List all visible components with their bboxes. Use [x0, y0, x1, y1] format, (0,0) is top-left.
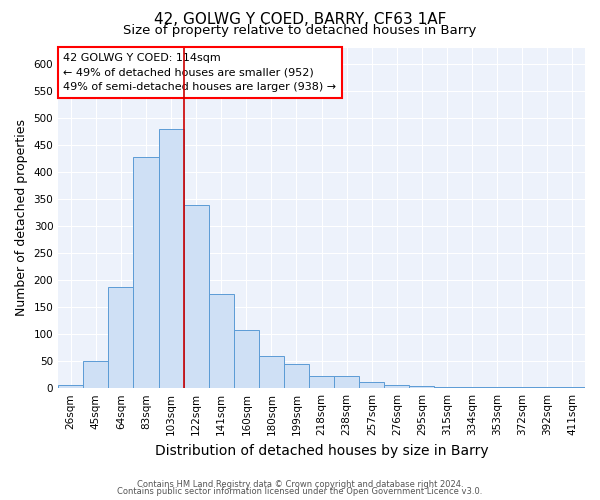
Bar	[334, 376, 359, 388]
Text: 42 GOLWG Y COED: 114sqm
← 49% of detached houses are smaller (952)
49% of semi-d: 42 GOLWG Y COED: 114sqm ← 49% of detache…	[64, 52, 337, 92]
Bar	[83, 361, 109, 388]
Bar	[560, 387, 585, 388]
Bar	[109, 286, 133, 388]
Bar	[359, 382, 385, 388]
Bar	[510, 387, 535, 388]
Bar	[460, 386, 485, 388]
Bar	[535, 387, 560, 388]
Bar	[158, 128, 184, 388]
Text: Size of property relative to detached houses in Barry: Size of property relative to detached ho…	[124, 24, 476, 37]
X-axis label: Distribution of detached houses by size in Barry: Distribution of detached houses by size …	[155, 444, 488, 458]
Text: Contains public sector information licensed under the Open Government Licence v3: Contains public sector information licen…	[118, 487, 482, 496]
Bar	[184, 206, 209, 388]
Bar	[409, 386, 434, 388]
Bar	[434, 386, 460, 388]
Bar	[284, 364, 309, 388]
Y-axis label: Number of detached properties: Number of detached properties	[15, 120, 28, 316]
Text: Contains HM Land Registry data © Crown copyright and database right 2024.: Contains HM Land Registry data © Crown c…	[137, 480, 463, 489]
Bar	[385, 386, 409, 388]
Bar	[58, 386, 83, 388]
Bar	[234, 330, 259, 388]
Bar	[259, 356, 284, 388]
Bar	[133, 156, 158, 388]
Bar	[209, 294, 234, 388]
Bar	[485, 387, 510, 388]
Text: 42, GOLWG Y COED, BARRY, CF63 1AF: 42, GOLWG Y COED, BARRY, CF63 1AF	[154, 12, 446, 28]
Bar	[309, 376, 334, 388]
